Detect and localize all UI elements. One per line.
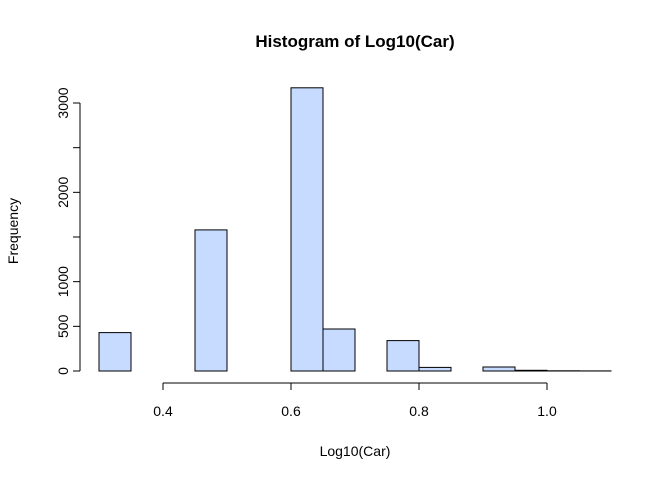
histogram-bar: [386, 340, 420, 372]
y-axis-label: Frequency: [5, 198, 21, 264]
histogram-bar: [514, 369, 548, 372]
x-axis-label: Log10(Car): [320, 443, 391, 459]
y-tick-label: 0: [55, 367, 71, 375]
x-tick-label: 0.6: [281, 403, 301, 419]
y-tick-label: 500: [55, 314, 71, 338]
y-tick-label: 3000: [55, 87, 71, 118]
y-axis: 0 500 1000 2000 3000: [55, 87, 81, 375]
histogram-bar: [322, 328, 356, 372]
x-tick-label: 0.8: [409, 403, 429, 419]
chart-title: Histogram of Log10(Car): [255, 32, 454, 51]
histogram-bar: [194, 229, 228, 372]
x-tick-label: 1.0: [537, 403, 557, 419]
histogram-bar: [98, 332, 132, 372]
histogram-bar: [482, 366, 516, 372]
y-tick-label: 2000: [55, 177, 71, 208]
bars-group: [98, 87, 612, 372]
histogram-bar: [290, 87, 324, 372]
histogram-bar: [418, 366, 452, 372]
x-tick-label: 0.4: [153, 403, 173, 419]
y-tick-label: 1000: [55, 266, 71, 297]
x-axis: 0.4 0.6 0.8 1.0: [153, 382, 557, 419]
